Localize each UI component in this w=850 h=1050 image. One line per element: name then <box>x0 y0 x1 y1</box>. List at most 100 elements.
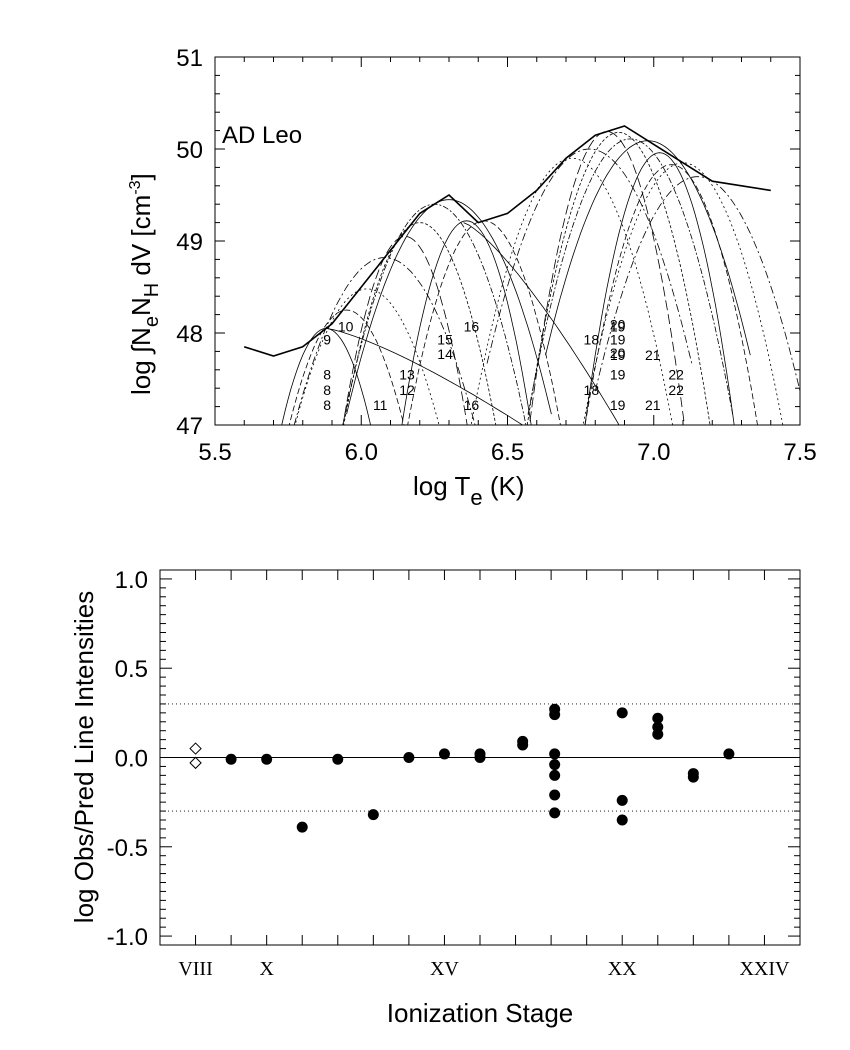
residual-xtick-label: X <box>259 958 274 980</box>
ion-stage-annotation: 18 <box>584 331 600 347</box>
dem-ylabel-c: e <box>141 316 163 327</box>
dem-ylabel: log ∫NeNH dV [cm-3] <box>126 173 163 395</box>
dem-ytick-label: 49 <box>176 229 203 256</box>
filled-point <box>403 752 415 763</box>
filled-point <box>616 814 628 826</box>
ion-curve <box>584 152 735 425</box>
ion-stage-annotation: 19 <box>610 319 626 335</box>
dem-ytick-label: 47 <box>176 413 203 440</box>
filled-point <box>723 748 735 760</box>
dem-xlabel-sub: e <box>470 485 482 510</box>
dem-ylabel-d: N <box>126 297 156 316</box>
residual-axis-ticks <box>160 570 800 945</box>
dem-xtick-label: 6.5 <box>491 439 524 466</box>
ion-curve <box>401 220 532 425</box>
dem-ylabel-e: H <box>141 283 163 297</box>
filled-point <box>549 789 561 801</box>
dem-ylabel-g: -3 <box>127 180 144 194</box>
filled-point <box>687 771 699 783</box>
ion-stage-annotation: 9 <box>323 331 331 347</box>
ion-stage-annotation: 19 <box>610 366 626 382</box>
filled-point <box>225 753 237 765</box>
residual-tick-labels: 1.0 0.5 0.0 -0.5 -1.0 VIII X XV XX XXIV <box>107 567 790 980</box>
ion-curve <box>294 288 440 425</box>
filled-point <box>652 728 664 740</box>
residual-ytick-label: -1.0 <box>107 924 148 951</box>
filled-point <box>616 794 628 806</box>
ion-curve <box>526 131 711 425</box>
dem-xtick-label: 6.0 <box>345 439 378 466</box>
filled-point <box>549 769 561 781</box>
filled-point <box>549 748 561 760</box>
ion-stage-annotation: 11 <box>373 397 388 413</box>
dem-xlabel: log Te (K) <box>413 471 524 510</box>
dem-ylabel-b: ∫N <box>126 327 156 355</box>
filled-point <box>438 748 450 760</box>
residual-xtick-label: VIII <box>178 958 212 980</box>
residual-xtick-label: XV <box>430 958 459 980</box>
filled-point <box>261 753 273 765</box>
ion-stage-annotation: 8 <box>323 366 331 382</box>
residual-ylabel: log Obs/Pred Line Intensities <box>69 591 99 923</box>
dem-xtick-label: 5.5 <box>198 439 231 466</box>
ion-curve <box>470 157 673 425</box>
ion-stage-annotation: 14 <box>437 346 453 362</box>
residual-ytick-label: 0.0 <box>115 746 148 773</box>
dem-ytick-label: 48 <box>176 321 203 348</box>
dem-ylabel-f: dV [cm <box>126 195 156 283</box>
filled-point <box>549 759 561 771</box>
residual-panel: 1.0 0.5 0.0 -0.5 -1.0 VIII X XV XX XXIV Ionizatio… <box>69 567 801 1028</box>
dem-plot-frame <box>214 56 801 426</box>
filled-point <box>332 753 344 765</box>
ion-stage-annotation: 19 <box>610 331 626 347</box>
open-diamond-point <box>189 742 202 755</box>
residual-ytick-label: -0.5 <box>107 835 148 862</box>
ion-stage-annotation: 20 <box>610 317 626 333</box>
ion-curve <box>527 138 734 415</box>
filled-point <box>296 821 308 833</box>
filled-point <box>474 752 486 763</box>
ion-stage-annotation: 16 <box>464 319 480 335</box>
ion-curve <box>288 309 405 425</box>
residual-xtick-label: XX <box>608 958 637 980</box>
residual-xlabel: Ionization Stage <box>387 998 573 1028</box>
ion-stage-annotation: 16 <box>464 397 480 413</box>
residual-xtick-label: XXIV <box>739 958 790 980</box>
ion-stage-annotation: 15 <box>437 331 453 347</box>
dem-ylabel-a: log <box>126 353 156 395</box>
ion-curve <box>582 162 784 425</box>
ion-stage-annotation: 18 <box>584 382 600 398</box>
dem-xlabel-main: log T <box>413 471 470 501</box>
open-diamond-point <box>189 756 202 770</box>
ion-stage-annotation: 12 <box>399 382 415 398</box>
filled-point <box>616 707 628 719</box>
ion-curve <box>545 140 751 356</box>
filled-point <box>549 807 561 819</box>
ion-stage-annotation: 20 <box>610 345 626 361</box>
dem-axis-ticks <box>214 56 801 426</box>
ion-curve <box>326 328 524 425</box>
dem-curve <box>243 125 771 357</box>
residual-ytick-label: 1.0 <box>115 567 148 594</box>
dem-xlabel-tail: (K) <box>483 471 525 501</box>
ion-curve <box>594 176 800 392</box>
ion-curve <box>407 220 561 425</box>
ion-stage-annotation: 8 <box>323 382 331 398</box>
dem-title: AD Leo <box>222 122 302 149</box>
filled-point <box>549 709 561 721</box>
dem-ytick-label: 50 <box>176 137 203 164</box>
ion-stage-annotation: 21 <box>645 397 661 413</box>
ion-stage-annotation: 13 <box>399 366 415 382</box>
dem-ytick-label: 51 <box>176 45 203 72</box>
filled-point <box>652 712 664 724</box>
ion-stage-annotation: 8 <box>323 397 331 413</box>
ion-stage-annotation: 10 <box>338 319 354 335</box>
ion-stage-annotation: 19 <box>610 347 626 363</box>
ion-stage-annotation: 21 <box>645 347 661 363</box>
residual-ytick-label: 0.5 <box>115 656 148 683</box>
ion-curve <box>346 199 552 415</box>
dem-tick-labels: 5.5 6.0 6.5 7.0 7.5 47 48 49 50 51 <box>176 45 816 466</box>
